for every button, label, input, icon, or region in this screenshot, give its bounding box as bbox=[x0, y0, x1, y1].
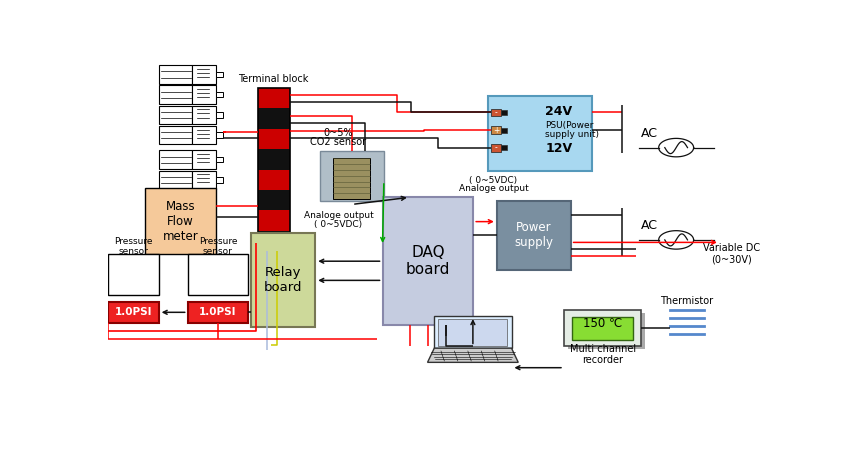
Bar bbox=[159, 106, 192, 124]
Text: Variable DC
(0~30V): Variable DC (0~30V) bbox=[703, 243, 760, 265]
Bar bbox=[192, 150, 216, 169]
Bar bbox=[488, 96, 592, 171]
Bar bbox=[108, 302, 159, 323]
Bar bbox=[257, 108, 290, 129]
Bar bbox=[491, 108, 501, 116]
Bar bbox=[439, 319, 507, 346]
Text: +: + bbox=[492, 126, 499, 135]
Bar bbox=[192, 106, 216, 124]
Text: Pressure
sensor: Pressure sensor bbox=[114, 236, 153, 256]
Text: supply unit): supply unit) bbox=[545, 130, 599, 139]
Text: -: - bbox=[495, 143, 498, 153]
Bar bbox=[564, 310, 642, 346]
Bar bbox=[434, 316, 512, 348]
Polygon shape bbox=[427, 348, 518, 362]
Bar bbox=[159, 126, 192, 144]
Text: DAQ
board: DAQ board bbox=[406, 245, 450, 278]
Bar bbox=[497, 201, 570, 270]
Text: Relay
board: Relay board bbox=[264, 266, 303, 294]
Bar bbox=[257, 88, 290, 251]
Text: CO2 sensor: CO2 sensor bbox=[310, 137, 367, 147]
Bar bbox=[216, 92, 223, 97]
Bar bbox=[257, 88, 290, 108]
Bar bbox=[192, 126, 216, 144]
Bar bbox=[257, 170, 290, 190]
Bar bbox=[491, 126, 501, 134]
Bar bbox=[146, 189, 216, 254]
Bar bbox=[192, 171, 216, 189]
Bar bbox=[159, 171, 192, 189]
Bar bbox=[257, 231, 290, 251]
Text: Multi channel
recorder: Multi channel recorder bbox=[570, 344, 636, 366]
Text: -: - bbox=[495, 108, 498, 117]
Text: ( 0~5VDC): ( 0~5VDC) bbox=[315, 220, 362, 230]
Text: Mass
Flow
meter: Mass Flow meter bbox=[163, 200, 199, 243]
Bar bbox=[192, 65, 216, 84]
Bar bbox=[216, 177, 223, 183]
Text: 150 ℃: 150 ℃ bbox=[583, 317, 623, 330]
Bar bbox=[501, 128, 507, 133]
Text: Analoge output: Analoge output bbox=[459, 184, 528, 193]
Bar bbox=[568, 313, 645, 349]
Bar bbox=[382, 197, 473, 325]
Bar bbox=[334, 158, 370, 199]
Bar bbox=[257, 190, 290, 210]
Bar bbox=[216, 112, 223, 118]
Bar bbox=[159, 85, 192, 104]
Bar bbox=[257, 210, 290, 231]
Bar bbox=[257, 149, 290, 170]
Bar bbox=[491, 144, 501, 152]
Bar bbox=[320, 151, 384, 201]
Text: Pressure
sensor: Pressure sensor bbox=[199, 236, 238, 256]
Text: 1.0PSI: 1.0PSI bbox=[114, 307, 153, 317]
Bar bbox=[159, 150, 192, 169]
Text: 24V: 24V bbox=[545, 105, 572, 118]
Bar bbox=[192, 85, 216, 104]
Bar bbox=[501, 146, 507, 150]
Bar bbox=[216, 132, 223, 138]
Bar bbox=[257, 129, 290, 149]
Text: Thermistor: Thermistor bbox=[661, 296, 714, 306]
Text: 0~5%: 0~5% bbox=[323, 128, 354, 138]
Bar bbox=[159, 65, 192, 84]
Text: AC: AC bbox=[641, 219, 658, 232]
Text: ( 0~5VDC): ( 0~5VDC) bbox=[469, 176, 518, 185]
Bar bbox=[251, 233, 316, 327]
Text: AC: AC bbox=[641, 127, 658, 140]
Bar bbox=[108, 254, 159, 295]
Bar bbox=[187, 254, 248, 295]
Text: 12V: 12V bbox=[545, 142, 572, 155]
Bar bbox=[572, 317, 633, 340]
Text: 1.0PSI: 1.0PSI bbox=[199, 307, 237, 317]
Text: Analoge output: Analoge output bbox=[303, 211, 374, 219]
Bar bbox=[216, 157, 223, 162]
Bar bbox=[501, 110, 507, 115]
Text: Terminal block: Terminal block bbox=[238, 74, 309, 84]
Bar bbox=[216, 72, 223, 77]
Bar bbox=[187, 302, 248, 323]
Text: Power
supply: Power supply bbox=[514, 221, 553, 249]
Text: PSU(Power: PSU(Power bbox=[545, 121, 594, 130]
